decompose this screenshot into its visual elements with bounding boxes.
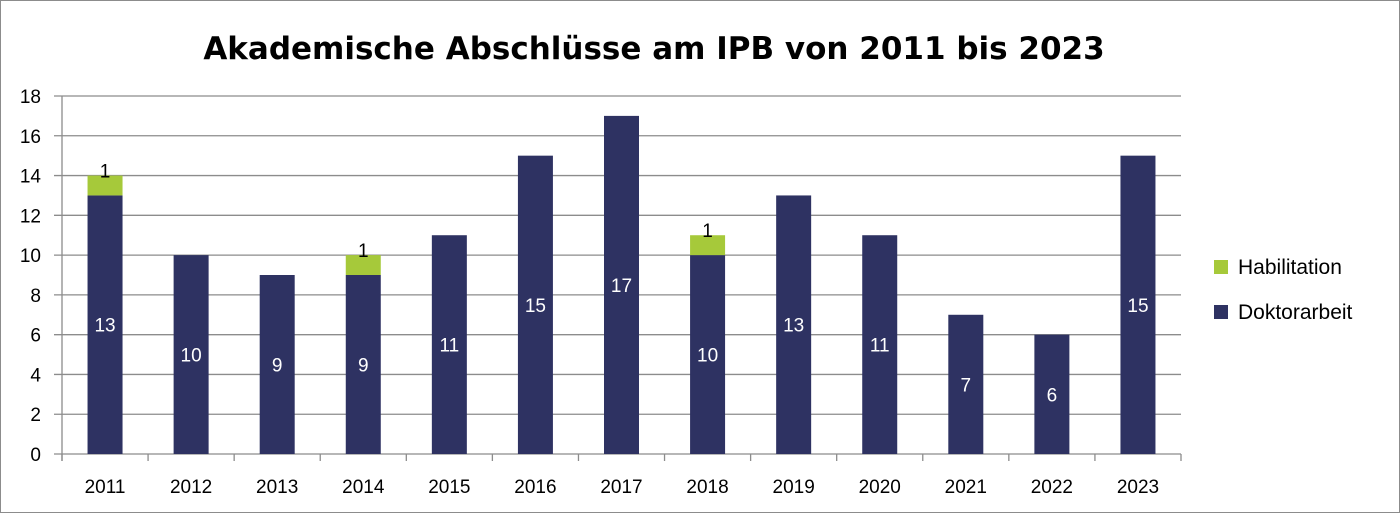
y-tick-label: 18	[20, 87, 41, 108]
x-tick-label: 2018	[686, 477, 728, 498]
bar-doktorarbeit-2023	[1120, 155, 1156, 454]
legend-label: Habilitation	[1238, 256, 1342, 279]
legend-swatch-habilitation	[1214, 260, 1228, 274]
x-tick-label: 2020	[859, 477, 901, 498]
bar-doktorarbeit-2015	[431, 235, 467, 454]
bar-habilitation-2014	[345, 255, 381, 275]
data-label: 10	[697, 346, 718, 367]
bar-habilitation-2018	[690, 235, 726, 256]
data-label: 17	[611, 276, 632, 297]
bar-doktorarbeit-2016	[517, 155, 553, 454]
data-label: 10	[181, 346, 202, 367]
data-label: 7	[961, 375, 972, 396]
x-tick-label: 2023	[1117, 477, 1159, 498]
data-label: 6	[1047, 385, 1058, 406]
x-tick-label: 2016	[514, 477, 556, 498]
x-tick-label: 2021	[945, 477, 987, 498]
chart-title: Akademische Abschlüsse am IPB von 2011 b…	[203, 31, 1104, 67]
y-tick-label: 10	[20, 246, 41, 267]
data-label: 9	[358, 356, 369, 377]
x-tick-label: 2022	[1031, 477, 1073, 498]
x-tick-label: 2014	[342, 477, 385, 498]
bar-doktorarbeit-2020	[862, 235, 898, 454]
data-label: 11	[439, 336, 459, 357]
legend-swatch-doktorarbeit	[1214, 305, 1228, 319]
bar-doktorarbeit-2011	[87, 195, 123, 454]
y-tick-label: 4	[30, 365, 41, 386]
x-tick-label: 2011	[85, 477, 126, 498]
data-label: 9	[272, 356, 283, 377]
y-tick-label: 12	[20, 206, 41, 227]
data-label: 1	[702, 221, 713, 242]
bar-doktorarbeit-2012	[173, 255, 209, 454]
bar-doktorarbeit-2022	[1034, 334, 1070, 454]
y-tick-label: 8	[30, 286, 41, 307]
bar-doktorarbeit-2019	[776, 195, 812, 454]
x-tick-label: 2017	[600, 477, 642, 498]
legend-label: Doktorarbeit	[1238, 301, 1353, 324]
x-tick-label: 2013	[256, 477, 298, 498]
data-label: 11	[870, 336, 890, 357]
y-tick-label: 14	[20, 167, 42, 188]
bar-habilitation-2011	[87, 175, 123, 196]
y-tick-label: 16	[20, 127, 41, 148]
x-tick-label: 2015	[428, 477, 470, 498]
data-label: 15	[525, 296, 546, 317]
data-label: 13	[94, 316, 115, 337]
y-tick-label: 6	[30, 326, 41, 347]
y-tick-label: 2	[30, 405, 41, 426]
x-tick-label: 2019	[773, 477, 815, 498]
bar-doktorarbeit-2018	[690, 255, 726, 454]
data-label: 15	[1127, 296, 1148, 317]
bar-doktorarbeit-2021	[948, 314, 984, 454]
data-label: 13	[783, 316, 804, 337]
y-tick-label: 0	[30, 445, 41, 466]
data-label: 1	[100, 162, 111, 183]
bar-doktorarbeit-2013	[259, 275, 295, 454]
x-tick-label: 2012	[170, 477, 212, 498]
bar-doktorarbeit-2017	[604, 115, 639, 454]
bar-doktorarbeit-2014	[345, 275, 381, 454]
data-label: 1	[358, 241, 369, 262]
